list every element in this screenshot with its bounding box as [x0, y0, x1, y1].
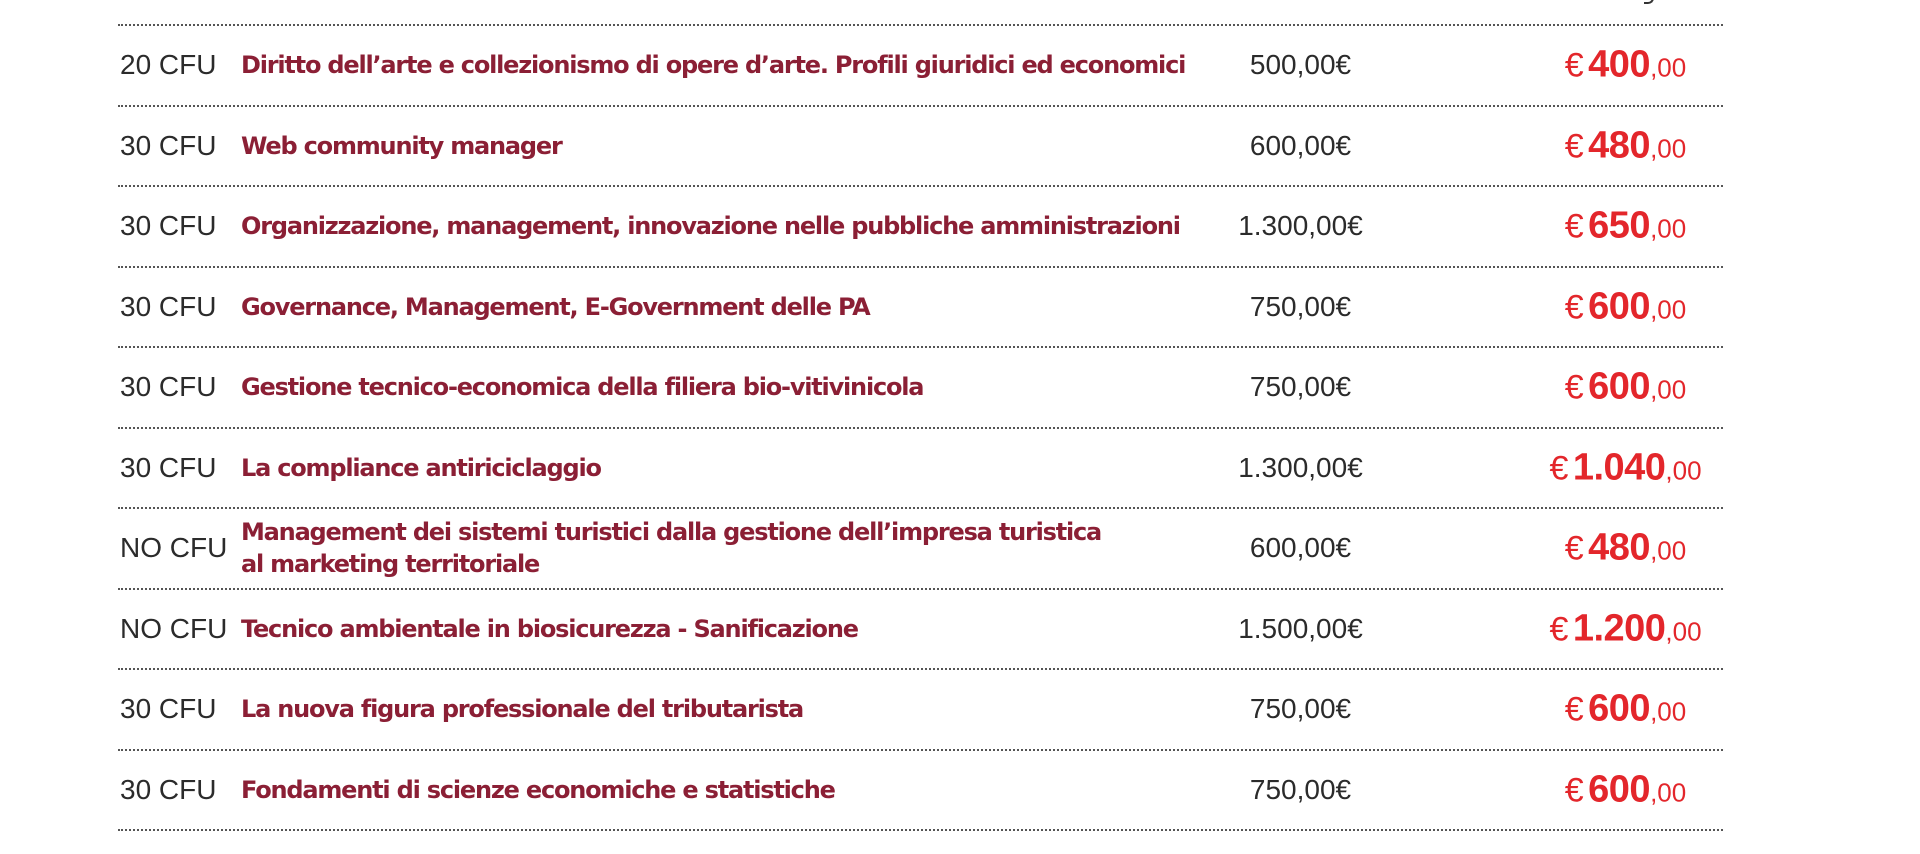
- course-row: NO CFU Management dei sistemi turistici d…: [118, 509, 1723, 590]
- full-price: 500,00€: [1249, 49, 1352, 81]
- discounted-price-currency: €: [1564, 771, 1584, 810]
- course-title: Organizzazione, management, innovazione …: [241, 210, 1181, 242]
- full-price: 750,00€: [1249, 371, 1352, 403]
- course-row: 30 CFU La compliance antiriciclaggio 1.300…: [118, 429, 1723, 509]
- course-row: 30 CFU Gestione tecnico-economica della f…: [118, 348, 1723, 429]
- full-price: 1.300,00€: [1238, 451, 1363, 483]
- course-row: 20 CFU Diritto dell’arte e collezionismo …: [118, 26, 1723, 107]
- discounted-price: € 480,00: [1478, 124, 1773, 167]
- course-title: La compliance antiriciclaggio: [241, 452, 602, 484]
- discounted-price-currency: €: [1549, 610, 1569, 649]
- course-title: Diritto dell’arte e collezionismo di ope…: [241, 49, 1186, 81]
- discounted-price-cents: ,00: [1650, 52, 1687, 83]
- discounted-price-main: 480: [1588, 526, 1651, 569]
- discounted-price-cents: ,00: [1650, 374, 1687, 405]
- course-row: 30 CFU Governance, Management, E-Governme…: [118, 268, 1723, 348]
- course-title-line: Diritto dell’arte e collezionismo di ope…: [241, 51, 1186, 80]
- course-title-line: Management dei sistemi turistici dalla g…: [241, 518, 1102, 547]
- course-cfu: NO CFU: [120, 612, 228, 644]
- course-title-line: Tecnico ambientale in biosicurezza - San…: [241, 614, 859, 643]
- course-row: 30 CFU Web community manager 600,00€ € 480,…: [118, 107, 1723, 187]
- discounted-price-cents: ,00: [1650, 133, 1687, 164]
- discounted-price-cents: ,00: [1665, 455, 1702, 486]
- discounted-price: € 600,00: [1478, 366, 1773, 409]
- discounted-price-main: 1.040: [1572, 446, 1666, 489]
- discounted-price: € 600,00: [1478, 688, 1773, 731]
- discounted-price-main: 600: [1588, 768, 1651, 811]
- course-title-line: Governance, Management, E-Government del…: [241, 292, 871, 321]
- course-title-line: Web community manager: [241, 131, 563, 160]
- course-title-line: al marketing territoriale: [241, 550, 540, 579]
- discounted-price: € 650,00: [1478, 205, 1773, 248]
- course-title: Governance, Management, E-Government del…: [241, 291, 871, 323]
- course-cfu: 30 CFU: [120, 371, 217, 403]
- course-title-line: Fondamenti di scienze economiche e stati…: [241, 775, 836, 804]
- discounted-price-main: 480: [1588, 124, 1651, 167]
- discounted-price-currency: €: [1564, 288, 1584, 327]
- course-title: Web community manager: [241, 130, 563, 162]
- discounted-price-currency: €: [1564, 127, 1584, 166]
- discounted-price-main: 400: [1588, 43, 1651, 86]
- discounted-price-cents: ,00: [1650, 777, 1687, 808]
- course-cfu: NO CFU: [120, 532, 228, 564]
- course-cfu: 20 CFU: [120, 49, 217, 81]
- course-title-line: Gestione tecnico-economica della filiera…: [241, 373, 925, 402]
- discounted-price-currency: €: [1564, 529, 1584, 568]
- full-price: 1.500,00€: [1238, 612, 1363, 644]
- course-cfu: 30 CFU: [120, 129, 217, 161]
- course-title: Fondamenti di scienze economiche e stati…: [241, 774, 836, 806]
- course-title: Gestione tecnico-economica della filiera…: [241, 371, 925, 403]
- discounted-price-cents: ,00: [1650, 696, 1687, 727]
- course-title: Tecnico ambientale in biosicurezza - San…: [241, 613, 859, 645]
- discounted-price-currency: €: [1564, 690, 1584, 729]
- discounted-price: € 600,00: [1478, 285, 1773, 328]
- course-title-line: La nuova figura professionale del tribut…: [241, 695, 804, 724]
- discounted-price-main: 600: [1588, 687, 1651, 730]
- discounted-price: € 400,00: [1478, 44, 1773, 87]
- discounted-price-cents: ,00: [1650, 213, 1687, 244]
- corner-mark: [1644, 0, 1654, 4]
- course-cfu: 30 CFU: [120, 210, 217, 242]
- discounted-price-main: 1.200: [1572, 607, 1666, 650]
- course-list: 20 CFU Diritto dell’arte e collezionismo …: [118, 26, 1723, 831]
- discounted-price-main: 600: [1588, 365, 1651, 408]
- course-title-line: La compliance antiriciclaggio: [241, 453, 602, 482]
- discounted-price-currency: €: [1564, 46, 1584, 85]
- full-price: 600,00€: [1249, 532, 1352, 564]
- full-price: 1.300,00€: [1238, 210, 1363, 242]
- course-row: NO CFU Tecnico ambientale in biosicurezza…: [118, 590, 1723, 670]
- course-title: Management dei sistemi turistici dalla g…: [241, 516, 1102, 580]
- discounted-price: € 1.200,00: [1478, 607, 1773, 650]
- discounted-price-cents: ,00: [1665, 616, 1702, 647]
- course-cfu: 30 CFU: [120, 773, 217, 805]
- discounted-price-currency: €: [1564, 368, 1584, 407]
- course-row: 30 CFU La nuova figura professionale del …: [118, 670, 1723, 751]
- course-cfu: 30 CFU: [120, 451, 217, 483]
- full-price: 750,00€: [1249, 693, 1352, 725]
- course-title: La nuova figura professionale del tribut…: [241, 693, 804, 725]
- full-price: 750,00€: [1249, 290, 1352, 322]
- discounted-price-main: 650: [1588, 204, 1651, 247]
- discounted-price-cents: ,00: [1650, 535, 1687, 566]
- discounted-price-currency: €: [1549, 449, 1569, 488]
- course-row: 30 CFU Organizzazione, management, innova…: [118, 187, 1723, 268]
- discounted-price-cents: ,00: [1650, 294, 1687, 325]
- discounted-price: € 600,00: [1478, 768, 1773, 811]
- course-cfu: 30 CFU: [120, 290, 217, 322]
- full-price: 750,00€: [1249, 773, 1352, 805]
- discounted-price: € 480,00: [1478, 527, 1773, 570]
- full-price: 600,00€: [1249, 129, 1352, 161]
- discounted-price-currency: €: [1564, 207, 1584, 246]
- top-divider: [118, 24, 1723, 26]
- discounted-price: € 1.040,00: [1478, 446, 1773, 489]
- course-row: 30 CFU Fondamenti di scienze economiche e…: [118, 751, 1723, 831]
- discounted-price-main: 600: [1588, 285, 1651, 328]
- course-cfu: 30 CFU: [120, 693, 217, 725]
- course-title-line: Organizzazione, management, innovazione …: [241, 212, 1181, 241]
